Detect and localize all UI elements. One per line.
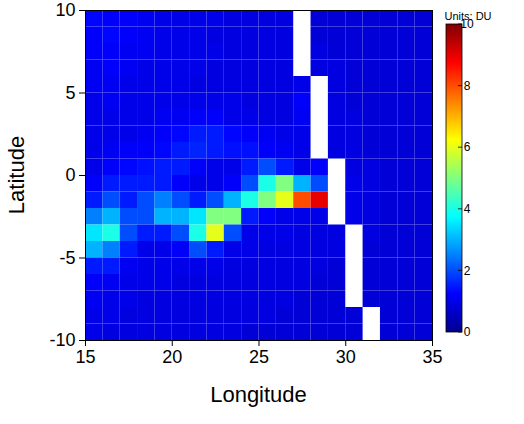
svg-text:0: 0 (65, 165, 75, 185)
svg-text:Latitude: Latitude (4, 136, 29, 214)
svg-text:10: 10 (460, 17, 474, 32)
svg-text:25: 25 (249, 347, 269, 367)
svg-text:2: 2 (464, 264, 471, 278)
svg-text:Units: DU: Units: DU (444, 10, 491, 22)
svg-text:30: 30 (336, 347, 356, 367)
svg-text:6: 6 (464, 140, 471, 154)
svg-text:4: 4 (464, 202, 471, 216)
svg-text:10: 10 (55, 0, 75, 20)
svg-text:Longitude: Longitude (210, 382, 307, 407)
svg-text:35: 35 (422, 347, 442, 367)
svg-text:5: 5 (65, 83, 75, 103)
svg-text:-5: -5 (59, 248, 75, 268)
svg-text:8: 8 (464, 79, 471, 93)
svg-text:-10: -10 (49, 330, 75, 350)
svg-text:20: 20 (162, 347, 182, 367)
svg-text:0: 0 (464, 325, 471, 339)
svg-text:15: 15 (75, 347, 95, 367)
